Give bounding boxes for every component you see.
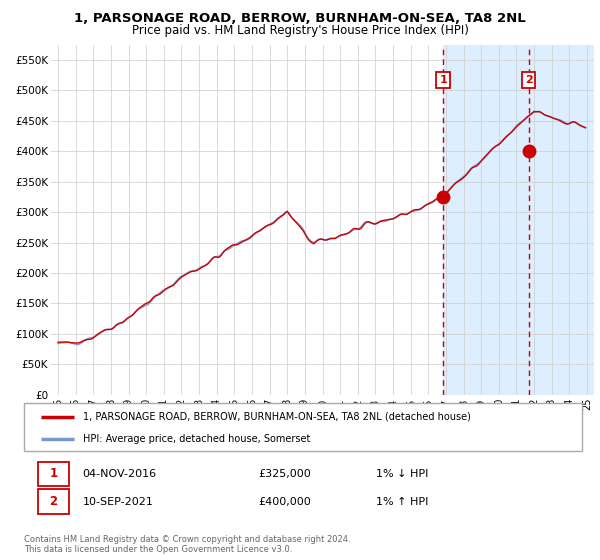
Text: 1: 1 xyxy=(49,467,58,480)
Text: 04-NOV-2016: 04-NOV-2016 xyxy=(83,469,157,479)
Text: 2: 2 xyxy=(49,495,58,508)
Text: 2: 2 xyxy=(525,75,533,85)
Text: Price paid vs. HM Land Registry's House Price Index (HPI): Price paid vs. HM Land Registry's House … xyxy=(131,24,469,37)
Text: 1, PARSONAGE ROAD, BERROW, BURNHAM-ON-SEA, TA8 2NL (detached house): 1, PARSONAGE ROAD, BERROW, BURNHAM-ON-SE… xyxy=(83,412,470,422)
Text: 1, PARSONAGE ROAD, BERROW, BURNHAM-ON-SEA, TA8 2NL: 1, PARSONAGE ROAD, BERROW, BURNHAM-ON-SE… xyxy=(74,12,526,25)
FancyBboxPatch shape xyxy=(38,461,68,486)
Text: £400,000: £400,000 xyxy=(259,497,311,507)
FancyBboxPatch shape xyxy=(24,403,582,451)
Bar xyxy=(443,45,600,395)
Text: 1: 1 xyxy=(439,75,447,85)
FancyBboxPatch shape xyxy=(38,489,68,514)
Text: Contains HM Land Registry data © Crown copyright and database right 2024.
This d: Contains HM Land Registry data © Crown c… xyxy=(24,534,350,554)
Text: 1% ↑ HPI: 1% ↑ HPI xyxy=(376,497,428,507)
Text: 1% ↓ HPI: 1% ↓ HPI xyxy=(376,469,428,479)
Text: £325,000: £325,000 xyxy=(259,469,311,479)
Text: 10-SEP-2021: 10-SEP-2021 xyxy=(83,497,154,507)
Text: HPI: Average price, detached house, Somerset: HPI: Average price, detached house, Some… xyxy=(83,434,310,444)
